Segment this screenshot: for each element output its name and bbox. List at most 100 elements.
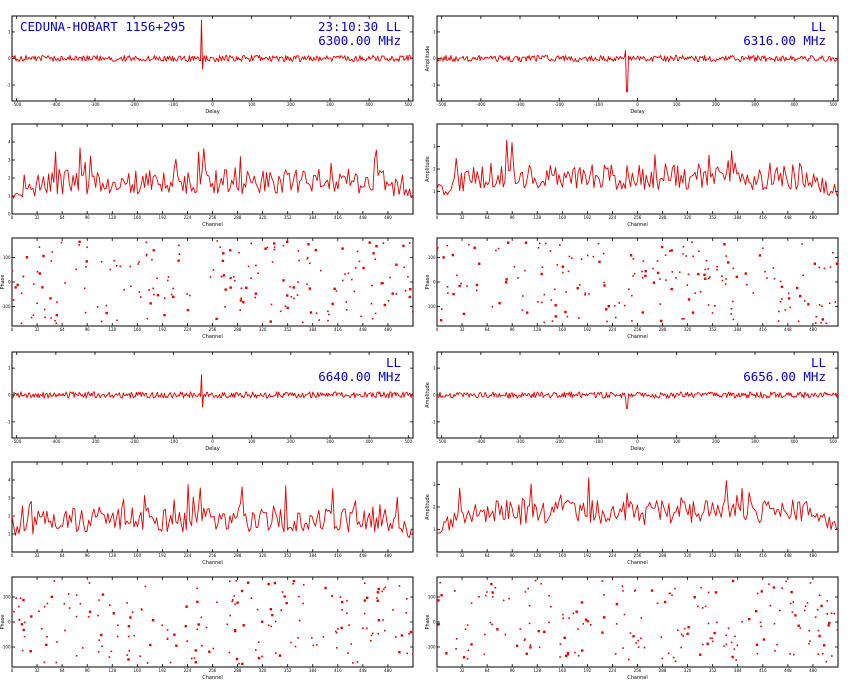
- y-tick-label: 3: [433, 482, 436, 487]
- x-tick-label: 384: [309, 215, 317, 220]
- x-tick-label: 480: [384, 215, 392, 220]
- phase-point: [98, 639, 101, 641]
- y-axis-label: Phase: [0, 615, 6, 630]
- phase-point: [670, 287, 673, 291]
- phase-point: [222, 252, 225, 255]
- phase-point: [818, 304, 821, 306]
- phase-point: [384, 629, 386, 632]
- y-axis-label: Phase: [425, 615, 431, 630]
- phase-point: [485, 594, 487, 597]
- frequency-label: 6316.00 MHz: [743, 33, 826, 48]
- phase-point: [682, 245, 685, 248]
- phase-point: [275, 652, 277, 654]
- phase-point: [553, 288, 556, 291]
- phase-point: [543, 630, 546, 634]
- x-tick-label: 200: [287, 439, 295, 444]
- phase-point: [687, 626, 690, 629]
- phase-point: [271, 613, 274, 617]
- phase-point: [537, 301, 539, 303]
- phase-point: [302, 602, 304, 605]
- phase-point: [138, 291, 141, 293]
- x-tick-label: 500: [404, 102, 412, 107]
- x-tick-label: 400: [790, 439, 798, 444]
- phase-point: [87, 615, 90, 618]
- x-tick-label: 100: [248, 439, 256, 444]
- phase-point: [567, 270, 570, 273]
- phase-point: [641, 276, 644, 279]
- phase-point: [731, 655, 734, 659]
- phase-point: [548, 594, 550, 597]
- phase-point: [79, 602, 82, 605]
- phase-point: [205, 626, 208, 629]
- phase-point: [215, 317, 218, 321]
- phase-point: [675, 277, 677, 279]
- phase-point: [660, 636, 663, 638]
- phase-point: [519, 628, 522, 630]
- phase-point: [387, 300, 390, 302]
- phase-point: [152, 287, 154, 290]
- phase-point: [792, 601, 795, 603]
- x-tick-label: 224: [609, 668, 617, 673]
- phase-point: [534, 579, 537, 582]
- phase-point: [395, 293, 398, 295]
- x-tick-label: 416: [334, 327, 342, 332]
- phase-point: [699, 653, 702, 656]
- x-tick-label: 160: [133, 327, 141, 332]
- x-tick-label: 128: [533, 327, 541, 332]
- phase-point: [201, 644, 203, 647]
- phase-point: [787, 297, 791, 300]
- phase-point: [264, 247, 267, 250]
- phase-point: [603, 594, 605, 596]
- phase-point: [67, 593, 70, 595]
- phase-point: [358, 260, 361, 263]
- phase-point: [46, 636, 48, 638]
- phase-point: [466, 658, 469, 660]
- phase-point: [835, 262, 839, 265]
- x-tick-label: 288: [234, 327, 242, 332]
- phase-point: [145, 241, 148, 244]
- phase-point: [116, 635, 119, 638]
- phase-point: [640, 617, 643, 619]
- phase-point: [693, 596, 696, 599]
- phase-point: [282, 244, 285, 247]
- phase-point: [29, 650, 32, 653]
- phase-point: [412, 311, 414, 313]
- phase-point: [56, 641, 58, 643]
- y-tick-label: -1: [432, 419, 436, 424]
- x-tick-label: 400: [790, 102, 798, 107]
- x-tick-label: 160: [133, 553, 141, 558]
- phase-point: [75, 615, 78, 618]
- x-tick-label: -200: [555, 102, 565, 107]
- phase-point: [151, 619, 155, 622]
- baseline-title: CEDUNA-HOBART 1156+295: [20, 19, 186, 34]
- x-tick-label: 352: [284, 327, 292, 332]
- phase-point: [382, 242, 385, 244]
- phase-point: [814, 322, 817, 324]
- amplitude-trace: [436, 139, 839, 198]
- plot-lag-6656: -500 -400 -300 -200 -100 0 100 200 300 400 500 -1 0 1…: [425, 351, 839, 452]
- phase-point: [577, 628, 579, 630]
- phase-point: [152, 249, 155, 252]
- phase-point: [574, 651, 576, 654]
- y-axis-label: Amplitude: [425, 156, 431, 182]
- phase-point: [601, 580, 603, 582]
- phase-point: [603, 281, 605, 284]
- phase-point: [644, 274, 647, 278]
- phase-point: [403, 266, 406, 269]
- phase-point: [149, 643, 152, 647]
- phase-point: [50, 595, 53, 599]
- x-axis-label: Delay: [205, 446, 219, 452]
- x-tick-label: 320: [684, 327, 692, 332]
- phase-point: [799, 627, 802, 629]
- phase-point: [406, 652, 408, 655]
- phase-point: [364, 582, 366, 584]
- phase-point: [768, 583, 770, 585]
- phase-point: [706, 642, 709, 645]
- phase-point: [703, 273, 706, 276]
- phase-point: [694, 292, 696, 294]
- phase-point: [633, 272, 636, 275]
- phase-point: [81, 647, 84, 649]
- x-tick-label: 0: [636, 439, 639, 444]
- phase-point: [278, 654, 282, 657]
